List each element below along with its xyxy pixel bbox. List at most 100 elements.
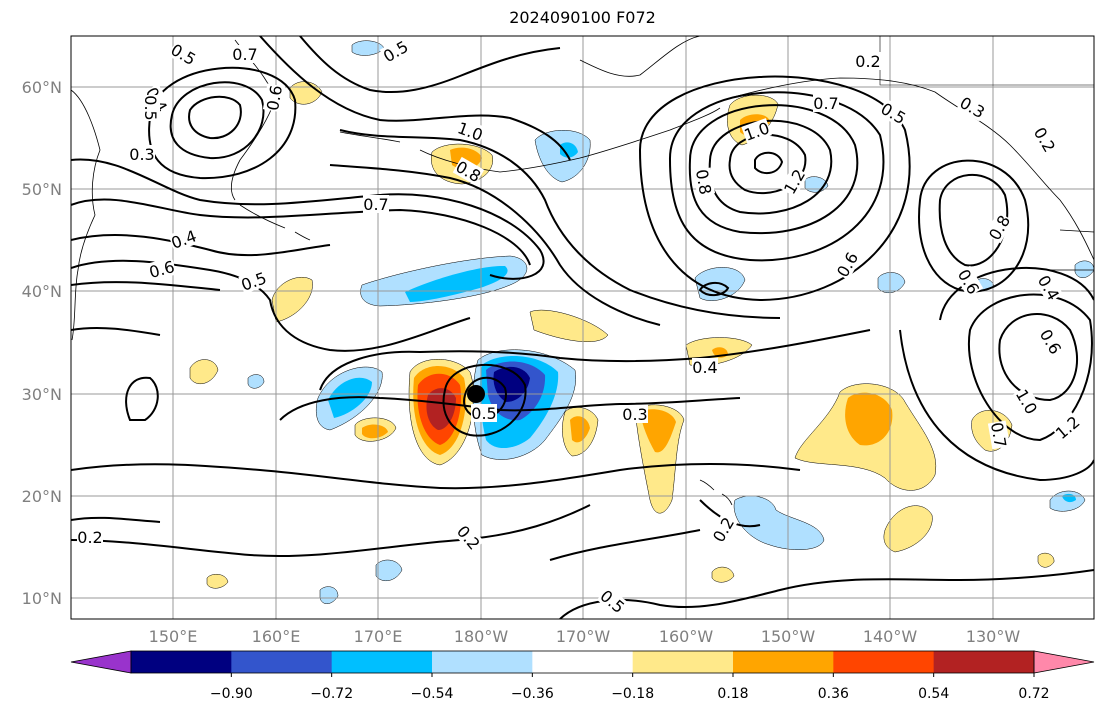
contour-line: [279, 396, 741, 421]
contour-label: 0.2: [1030, 123, 1060, 156]
svg-text:0.5: 0.5: [141, 95, 160, 120]
colorbar-tick-label: 0.36: [818, 686, 849, 702]
lon-tick-label: 180°W: [454, 627, 509, 646]
colorbar-segment: [532, 651, 634, 673]
axis-ticks: 10°N 20°N 30°N 40°N 50°N 60°N 150°E 160°E 170°E 1…: [22, 78, 1021, 646]
coastline-kamchatka: [230, 39, 276, 201]
contour-label: 1.2: [1051, 411, 1084, 443]
coastline-north-america: [1050, 229, 1094, 271]
colorbar-tick-label: −0.90: [210, 686, 253, 702]
contour-label: 0.2: [453, 521, 485, 554]
colorbar-segment: [331, 651, 433, 673]
contour-label: 0.3: [129, 145, 155, 164]
positive-anomaly-patch: [845, 392, 893, 446]
contour-line: [899, 329, 1094, 482]
contour-label: 0.5: [238, 268, 269, 295]
contour-line: [71, 463, 801, 490]
colorbar-extend-low: [70, 650, 132, 674]
negative-anomaly-patch: [733, 495, 825, 550]
map-frame: [70, 35, 1095, 620]
contour-line: [754, 151, 784, 175]
positive-anomaly-patch: [640, 409, 676, 453]
positive-anomaly-patch: [570, 416, 590, 443]
contour-label: 0.5: [596, 585, 629, 617]
contour-line: [148, 66, 297, 180]
contour-line: [967, 293, 1093, 442]
contour-line: [125, 376, 159, 421]
positive-anomaly-patch: [206, 574, 229, 589]
colorbar-segment: [933, 651, 1035, 673]
negative-anomaly-patch: [375, 559, 403, 582]
svg-text:0.7: 0.7: [987, 421, 1010, 449]
lon-tick-label: 130°W: [966, 627, 1021, 646]
colorbar-segment: [231, 651, 333, 673]
contour-line: [71, 504, 591, 558]
svg-text:0.6: 0.6: [1036, 326, 1065, 358]
lat-lon-gridlines: [71, 36, 1094, 619]
colorbar-tick-label: −0.18: [611, 686, 654, 702]
contour-line: [698, 282, 730, 296]
contour-label: 0.5: [471, 404, 497, 423]
lon-tick-label: 170°W: [556, 627, 611, 646]
contour-label: 0.6: [262, 83, 286, 113]
contour-line: [939, 266, 1094, 321]
colorbar-segment: [733, 651, 834, 673]
lon-tick-label: 140°W: [863, 627, 918, 646]
contour-label: 0.2: [855, 52, 881, 71]
contour-label: 0.7: [813, 94, 839, 113]
coastline-hawaii: [699, 479, 733, 506]
contour-label: 0.6: [832, 248, 862, 281]
colorbar-segment: [632, 651, 734, 673]
lat-tick-label: 20°N: [22, 487, 62, 506]
coastline-kurils: [239, 204, 311, 241]
svg-text:0.2: 0.2: [709, 514, 738, 546]
contour-line: [71, 198, 531, 266]
contour-label: 0.2: [708, 513, 738, 546]
lon-tick-label: 160°W: [659, 627, 714, 646]
contour-label: 0.4: [692, 358, 718, 377]
map-title: 2024090100 F072: [509, 8, 656, 27]
negative-anomaly-patch: [560, 142, 578, 158]
coastline-alaska: [579, 36, 1094, 261]
svg-text:0.6: 0.6: [954, 266, 983, 298]
svg-text:0.6: 0.6: [147, 257, 177, 282]
contour-label: 1.0: [1012, 385, 1042, 418]
negative-anomaly-patch: [319, 586, 339, 604]
storm-center-marker: [467, 385, 485, 403]
svg-text:0.3: 0.3: [129, 145, 154, 164]
contour-line: [71, 516, 161, 523]
contour-line: [169, 81, 265, 160]
colorbar-segment: [833, 651, 935, 673]
contour-label: 0.4: [168, 226, 199, 253]
svg-text:1.2: 1.2: [780, 166, 809, 198]
svg-text:0.8: 0.8: [985, 212, 1014, 244]
positive-anomaly-patch: [271, 276, 313, 323]
contour-line: [442, 364, 527, 437]
contour-label: 0.8: [692, 167, 716, 197]
contour-label: 0.5: [167, 39, 200, 69]
lon-tick-label: 160°E: [252, 627, 301, 646]
contour-label: 0.6: [146, 256, 177, 282]
colorbar-tick-label: 0.54: [918, 686, 949, 702]
svg-text:0.7: 0.7: [232, 45, 257, 64]
svg-text:0.8: 0.8: [692, 168, 715, 196]
svg-text:0.5: 0.5: [471, 404, 496, 423]
contour-label: 0.7: [363, 195, 389, 214]
positive-anomaly-patch: [1037, 552, 1055, 568]
svg-text:0.5: 0.5: [167, 40, 199, 69]
svg-text:0.7: 0.7: [363, 195, 388, 214]
contour-line: [559, 569, 1094, 619]
contour-label: 0.6: [954, 265, 984, 298]
positive-anomaly-patch: [883, 505, 933, 553]
colorbar-extend-high: [1033, 650, 1095, 674]
contour-label: 0.5: [379, 36, 412, 66]
svg-text:0.6: 0.6: [833, 249, 862, 281]
negative-anomaly-patch: [247, 374, 265, 389]
positive-anomaly-patch: [529, 309, 609, 342]
contour-line: [463, 376, 507, 420]
negative-anomaly-patch: [493, 366, 530, 402]
contour-line: [329, 164, 661, 326]
negative-anomaly-patch: [877, 272, 906, 294]
svg-text:0.5: 0.5: [596, 586, 628, 617]
